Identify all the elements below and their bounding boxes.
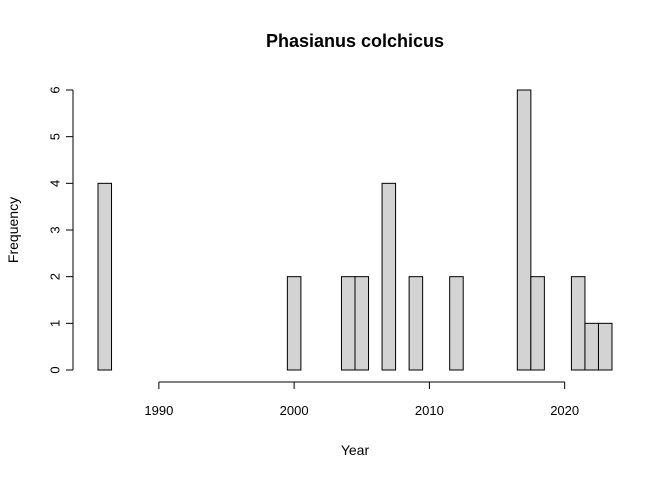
x-axis: 1990 2000 2010 2020 — [144, 381, 579, 418]
bar-2022 — [584, 322, 599, 371]
x-tick-label-2020: 2020 — [550, 403, 579, 418]
bar-2012 — [449, 276, 464, 371]
bar-2021 — [570, 276, 586, 371]
bar-2023 — [597, 322, 613, 371]
x-axis-label: Year — [341, 442, 370, 458]
y-tick-label-5: 5 — [47, 133, 62, 140]
x-tick-label-2010: 2010 — [415, 403, 444, 418]
bar-2009 — [408, 276, 424, 371]
bar-2018 — [530, 276, 545, 371]
bar-2007 — [381, 182, 397, 371]
bar-2017 — [516, 89, 532, 371]
y-axis-label: Frequency — [5, 197, 21, 263]
y-tick-label-6: 6 — [47, 86, 62, 93]
y-axis: 0 1 2 3 4 5 6 — [47, 86, 74, 374]
x-tick-label-1990: 1990 — [144, 403, 173, 418]
bar-2004 — [340, 276, 356, 371]
bars-group — [97, 89, 613, 371]
x-tick-label-2000: 2000 — [280, 403, 309, 418]
y-tick-label-1: 1 — [47, 320, 62, 327]
y-tick-label-0: 0 — [47, 366, 62, 373]
bar-2000 — [286, 276, 302, 371]
bar-1986 — [97, 182, 113, 371]
bar-2005 — [354, 276, 370, 371]
y-tick-label-3: 3 — [47, 226, 62, 233]
chart-title: Phasianus colchicus — [266, 31, 444, 51]
y-tick-label-2: 2 — [47, 273, 62, 280]
y-tick-label-4: 4 — [47, 180, 62, 187]
